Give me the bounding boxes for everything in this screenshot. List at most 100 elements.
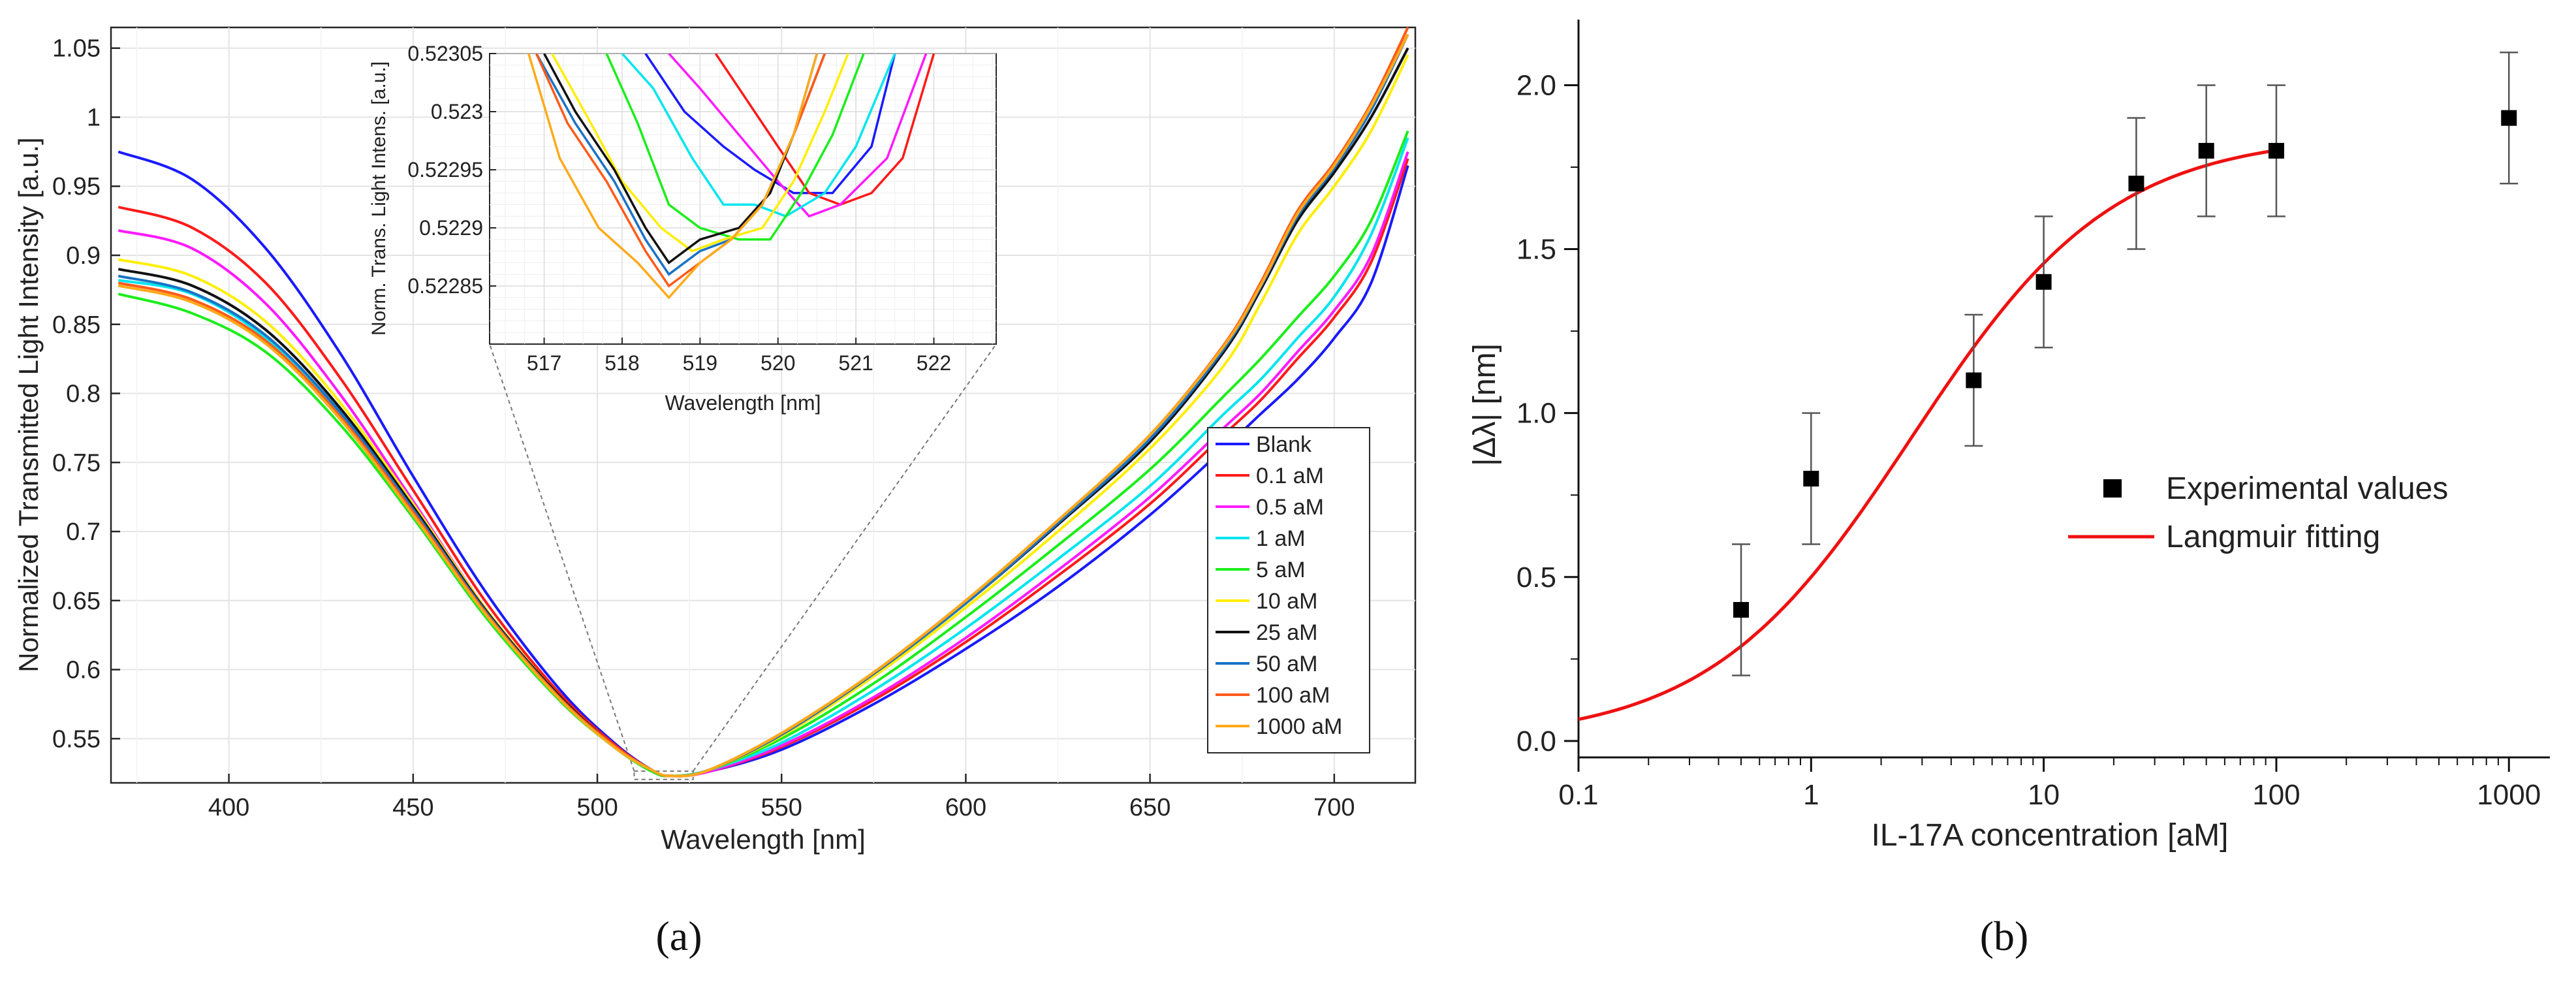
x-tick-label: 500	[576, 794, 618, 821]
data-point	[2268, 142, 2284, 159]
panel-a-label: (a)	[655, 913, 702, 959]
inset-line-10-aM	[550, 54, 849, 253]
inset-line-5-aM	[605, 54, 865, 241]
inset-x-tick-label: 520	[761, 351, 795, 375]
legend-box	[1207, 427, 1370, 753]
panel-b-fit-series	[1578, 148, 2277, 721]
x-tick-label: 650	[1129, 794, 1170, 821]
y-tick-label: 0.85	[52, 311, 101, 339]
inset-x-tick-label: 521	[838, 351, 873, 375]
legend-label: 10 aM	[1256, 589, 1318, 614]
x-tick-label: 600	[945, 794, 986, 821]
legend-label-langmuir: Langmuir fitting	[2166, 520, 2380, 554]
panel-b-y-axis-label: |Δλ| [nm]	[1468, 343, 1502, 466]
legend-label: 100 aM	[1256, 683, 1330, 708]
x-tick-label: 1	[1803, 779, 1819, 811]
panel-a-y-ticks: 0.55 0.6 0.65 0.7 0.75 0.8 0.85 0.9 0.95 1 1.05	[52, 35, 120, 753]
x-tick-label: 450	[392, 794, 433, 821]
inset-y-tick-label: 0.52295	[407, 158, 483, 182]
data-point	[1733, 602, 1750, 618]
panel-b-points-series	[1732, 51, 2519, 676]
y-tick-label: 0.9	[66, 242, 101, 270]
series-line-Blank	[118, 150, 1409, 778]
panel-b-legend: Experimental values Langmuir fitting	[2068, 471, 2448, 554]
panel-a-zoom-guides	[489, 343, 997, 780]
zoom-guide-line	[692, 343, 997, 772]
inset-x-axis-label: Wavelength [nm]	[665, 391, 821, 415]
x-tick-label: 700	[1313, 794, 1355, 821]
legend-label: 0.1 aM	[1256, 464, 1324, 488]
x-tick-label: 10	[2028, 779, 2060, 811]
inset-y-ticks: 0.52285 0.5229 0.52295 0.523 0.52305	[407, 42, 496, 298]
inset-line-25-aM	[543, 54, 826, 264]
y-tick-label: 0.0	[1516, 725, 1556, 757]
panel-b-x-ticks: 0.1 1 10 100 1000	[1558, 757, 2541, 811]
panel-a-legend: Blank 0.1 aM 0.5 aM 1 aM 5 aM 10 aM 25 aM 50 aM…	[1207, 427, 1370, 753]
zoom-guide-line	[489, 343, 635, 772]
inset-y-tick-label: 0.5229	[419, 216, 483, 240]
series-line-1000-aM	[118, 33, 1409, 778]
panel-b-chart: 0.1 1 10 100 1000 0.0 0.5 1.0 1.5 2.0 IL-17A con…	[1468, 20, 2550, 959]
legend-label: 25 aM	[1256, 620, 1318, 645]
panel-b-label: (b)	[1980, 913, 2029, 959]
y-tick-label: 0.95	[52, 173, 101, 200]
inset-y-tick-label: 0.52305	[407, 42, 483, 65]
inset-line-1000-aM	[527, 54, 819, 300]
y-tick-label: 0.7	[66, 518, 101, 546]
y-tick-label: 1.05	[52, 35, 101, 63]
x-tick-label: 550	[761, 794, 802, 821]
inset-x-tick-label: 517	[527, 351, 561, 375]
inset-x-tick-label: 519	[683, 351, 717, 375]
y-tick-label: 0.55	[52, 725, 101, 753]
panel-a-x-axis-label: Wavelength [nm]	[661, 824, 866, 855]
y-tick-label: 0.8	[66, 381, 101, 408]
inset-y-tick-label: 0.52285	[407, 274, 483, 298]
x-tick-label: 100	[2252, 779, 2300, 811]
y-tick-label: 1	[87, 104, 101, 131]
panel-a-chart: 400 450 500 550 600 650 700 0.55 0.6 0.65 0.7 0.75…	[13, 26, 1417, 959]
inset-series	[527, 54, 935, 300]
legend-label: 0.5 aM	[1256, 495, 1324, 520]
inset-line-0.5-aM	[668, 54, 928, 218]
panel-a-inset: 517 518 519 520 521 522 0.522850.52290.522950…	[368, 42, 997, 415]
legend-label: 1 aM	[1256, 526, 1306, 551]
data-point	[2501, 110, 2517, 126]
inset-line-0.1-aM	[714, 54, 935, 206]
y-tick-label: 0.6	[66, 657, 101, 684]
x-tick-label: 1000	[2477, 779, 2541, 811]
panel-a-y-axis-label: Normalized Transmitted Light Intensity […	[13, 137, 44, 672]
zoom-rectangle	[633, 770, 694, 780]
data-point	[2035, 274, 2052, 290]
panel-b-y-ticks: 0.0 0.5 1.0 1.5 2.0	[1516, 69, 1579, 757]
x-tick-label: 400	[208, 794, 249, 821]
inset-y-axis-label: Norm. Trans. Light Intens. [a.u.]	[368, 61, 390, 336]
panel-a-series	[118, 27, 1409, 778]
inset-y-tick-label: 0.523	[431, 100, 483, 123]
langmuir-fit-line	[1578, 148, 2277, 721]
inset-line-1-aM	[621, 54, 896, 218]
y-tick-label: 0.65	[52, 588, 101, 615]
legend-label: 50 aM	[1256, 652, 1318, 676]
panel-b-x-axis-label: IL-17A concentration [aM]	[1872, 818, 2229, 853]
y-tick-label: 1.0	[1516, 398, 1556, 430]
x-tick-label: 0.1	[1558, 779, 1598, 811]
y-tick-label: 1.5	[1516, 234, 1556, 266]
panel-a-x-ticks: 400 450 500 550 600 650 700	[208, 774, 1355, 821]
data-point	[1803, 471, 1819, 487]
series-line-5-aM	[118, 130, 1409, 778]
data-point	[1966, 372, 1982, 388]
y-tick-label: 0.75	[52, 449, 101, 477]
inset-x-tick-label: 522	[917, 351, 951, 375]
inset-x-ticks: 517 518 519 520 521 522	[527, 338, 951, 375]
inset-plot-area	[489, 53, 997, 345]
legend-label-experimental: Experimental values	[2166, 471, 2448, 506]
y-tick-label: 2.0	[1516, 69, 1556, 101]
data-point	[2128, 176, 2144, 192]
inset-x-tick-label: 518	[605, 351, 639, 375]
series-line-0.5-aM	[118, 151, 1409, 778]
data-point	[2198, 142, 2214, 159]
legend-marker-experimental	[2103, 479, 2122, 498]
legend-label: Blank	[1256, 432, 1312, 457]
legend-label: 1000 aM	[1256, 714, 1342, 739]
